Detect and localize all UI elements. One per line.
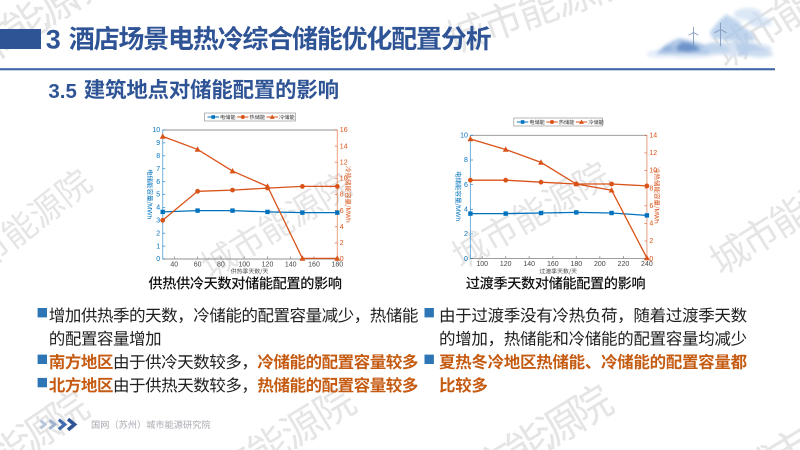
svg-text:10: 10 <box>460 133 468 140</box>
svg-text:4: 4 <box>340 224 344 231</box>
svg-text:100: 100 <box>476 261 488 268</box>
svg-text:0: 0 <box>649 256 653 263</box>
svg-text:2: 2 <box>156 230 160 237</box>
svg-text:120: 120 <box>500 261 512 268</box>
svg-text:MWh: MWh <box>146 204 153 220</box>
svg-text:9: 9 <box>156 140 160 147</box>
svg-text:MWh: MWh <box>454 206 461 222</box>
svg-text:40: 40 <box>170 262 178 269</box>
svg-text:0: 0 <box>156 256 160 263</box>
svg-text:2: 2 <box>340 240 344 247</box>
svg-text:5: 5 <box>156 192 160 199</box>
svg-text:220: 220 <box>618 261 630 268</box>
svg-text:80: 80 <box>217 262 225 269</box>
svg-text:6: 6 <box>464 182 468 189</box>
svg-text:160: 160 <box>547 261 559 268</box>
svg-text:3.5: 3.5 <box>48 80 77 103</box>
svg-text:120: 120 <box>262 262 274 269</box>
svg-text:160: 160 <box>308 262 320 269</box>
svg-text:2: 2 <box>649 238 653 245</box>
svg-text:140: 140 <box>285 262 297 269</box>
svg-text:60: 60 <box>194 262 202 269</box>
svg-text:100: 100 <box>238 262 250 269</box>
svg-text:240: 240 <box>641 261 653 268</box>
svg-text:180: 180 <box>570 261 582 268</box>
svg-text:4: 4 <box>649 221 653 228</box>
svg-text:3: 3 <box>46 25 61 55</box>
svg-text:6: 6 <box>340 208 344 215</box>
svg-text:MWh: MWh <box>344 208 351 224</box>
svg-text:180: 180 <box>331 262 343 269</box>
svg-text:4: 4 <box>464 207 468 214</box>
svg-text:MWh: MWh <box>653 209 660 225</box>
svg-text:1: 1 <box>156 243 160 250</box>
svg-text:12: 12 <box>340 159 348 166</box>
svg-text:14: 14 <box>340 143 348 150</box>
svg-text:8: 8 <box>340 192 344 199</box>
svg-text:0: 0 <box>340 256 344 263</box>
svg-text:200: 200 <box>594 261 606 268</box>
svg-text:8: 8 <box>156 153 160 160</box>
svg-text:0: 0 <box>464 256 468 263</box>
svg-text:10: 10 <box>340 176 348 183</box>
svg-text:12: 12 <box>649 150 657 157</box>
svg-text:14: 14 <box>649 133 657 140</box>
svg-text:3: 3 <box>156 218 160 225</box>
svg-text:8: 8 <box>649 185 653 192</box>
svg-text:2: 2 <box>464 231 468 238</box>
svg-text:10: 10 <box>649 168 657 175</box>
svg-text:7: 7 <box>156 166 160 173</box>
svg-text:4: 4 <box>156 205 160 212</box>
svg-text:6: 6 <box>649 203 653 210</box>
svg-text:6: 6 <box>156 179 160 186</box>
svg-text:140: 140 <box>523 261 535 268</box>
svg-text:10: 10 <box>152 127 160 134</box>
svg-text:16: 16 <box>340 127 348 134</box>
svg-text:8: 8 <box>464 157 468 164</box>
